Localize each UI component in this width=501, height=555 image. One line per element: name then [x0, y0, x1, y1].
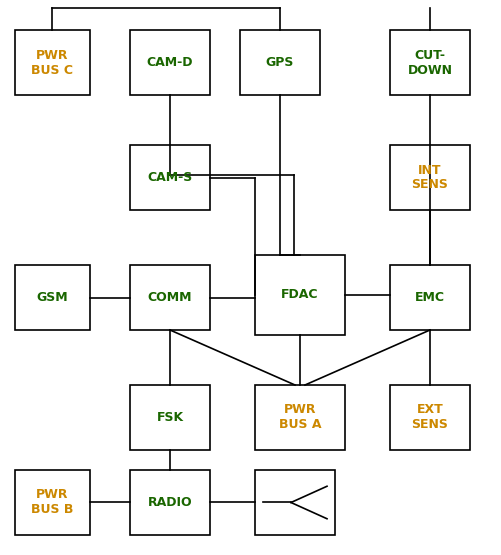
Text: GPS: GPS: [266, 56, 294, 69]
Bar: [389, 145, 469, 210]
Text: CAM-D: CAM-D: [146, 56, 193, 69]
Text: RADIO: RADIO: [147, 496, 192, 509]
Bar: [389, 385, 469, 450]
Bar: [255, 255, 344, 335]
Text: PWR
BUS A: PWR BUS A: [278, 403, 321, 431]
Bar: [130, 470, 209, 535]
Bar: [130, 265, 209, 330]
Text: FDAC: FDAC: [281, 289, 318, 301]
Bar: [15, 30, 90, 95]
Text: COMM: COMM: [147, 291, 192, 304]
Bar: [239, 30, 319, 95]
Bar: [15, 470, 90, 535]
Bar: [255, 385, 344, 450]
Bar: [389, 30, 469, 95]
Bar: [15, 265, 90, 330]
Text: PWR
BUS B: PWR BUS B: [31, 488, 74, 517]
Text: EXT
SENS: EXT SENS: [411, 403, 447, 431]
Bar: [255, 470, 334, 535]
Bar: [130, 145, 209, 210]
Bar: [130, 30, 209, 95]
Text: FSK: FSK: [156, 411, 183, 424]
Text: CAM-S: CAM-S: [147, 171, 192, 184]
Text: INT
SENS: INT SENS: [411, 164, 447, 191]
Bar: [130, 385, 209, 450]
Text: PWR
BUS C: PWR BUS C: [32, 48, 73, 77]
Bar: [389, 265, 469, 330]
Text: CUT-
DOWN: CUT- DOWN: [407, 48, 451, 77]
Text: EMC: EMC: [414, 291, 444, 304]
Text: GSM: GSM: [37, 291, 68, 304]
